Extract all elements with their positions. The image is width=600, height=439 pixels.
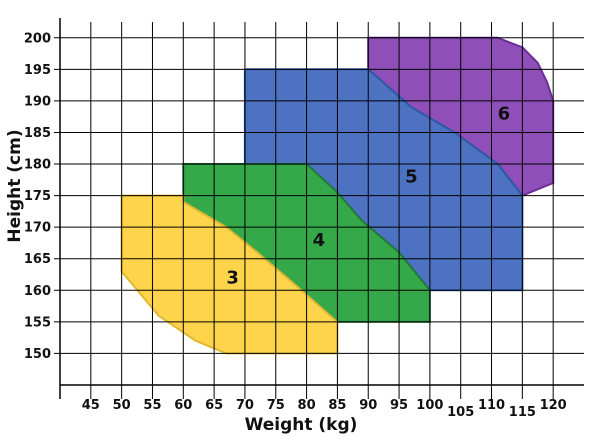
x-tick-label: 100 bbox=[416, 398, 443, 413]
y-tick-label: 185 bbox=[24, 126, 51, 141]
x-tick-label: 80 bbox=[298, 398, 316, 413]
zone-3-label: 3 bbox=[226, 268, 239, 289]
x-tick-label: 45 bbox=[82, 398, 100, 413]
x-tick-label: 105 bbox=[447, 405, 474, 420]
x-tick-label: 55 bbox=[143, 398, 161, 413]
x-axis-title: Weight (kg) bbox=[245, 415, 358, 435]
axes-layer: 45 50 55 60 65 70 75 80 85 90 95 100 105 110 115 120150… bbox=[24, 18, 584, 420]
x-tick-label: 85 bbox=[328, 398, 346, 413]
y-tick-label: 175 bbox=[24, 189, 51, 204]
y-axis-title: Height (cm) bbox=[5, 129, 25, 242]
zone-label-layer: 6 5 4 3 bbox=[226, 104, 510, 289]
x-tick-label: 75 bbox=[267, 398, 285, 413]
zone-6-label: 6 bbox=[498, 104, 511, 125]
zone-4-label: 4 bbox=[313, 230, 326, 251]
x-tick-label: 65 bbox=[205, 398, 223, 413]
y-tick-label: 160 bbox=[24, 284, 51, 299]
zone-5-label: 5 bbox=[405, 167, 418, 188]
y-tick-label: 170 bbox=[24, 221, 51, 236]
x-tick-label: 95 bbox=[390, 398, 408, 413]
x-tick-label: 115 bbox=[509, 405, 536, 420]
y-tick-label: 180 bbox=[24, 158, 51, 173]
x-tick-label: 70 bbox=[236, 398, 254, 413]
y-tick-label: 200 bbox=[24, 31, 51, 46]
y-tick-label: 150 bbox=[24, 347, 51, 362]
x-tick-label: 50 bbox=[113, 398, 131, 413]
grid-layer bbox=[54, 22, 584, 399]
x-tick-label: 120 bbox=[540, 398, 567, 413]
y-tick-label: 155 bbox=[24, 315, 51, 330]
x-tick-label: 90 bbox=[359, 398, 377, 413]
y-tick-label: 190 bbox=[24, 94, 51, 109]
y-tick-label: 195 bbox=[24, 63, 51, 78]
x-tick-label: 110 bbox=[478, 398, 505, 413]
x-tick-label: 60 bbox=[174, 398, 192, 413]
y-tick-label: 165 bbox=[24, 252, 51, 267]
